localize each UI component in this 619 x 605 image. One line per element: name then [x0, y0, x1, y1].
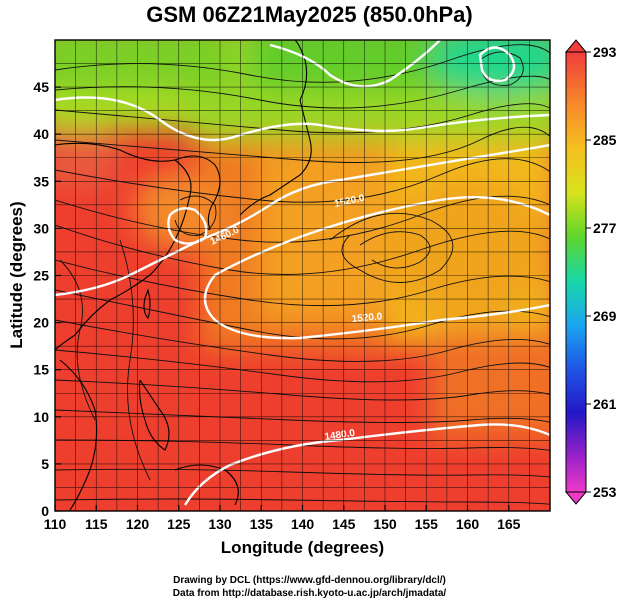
y-tick-label: 0: [41, 503, 49, 519]
y-axis: 0 5 10 15 20 25 30 35 40 45: [33, 79, 61, 519]
y-tick-label: 5: [41, 456, 49, 472]
x-axis: 110 115 120 125 130 135 140 145 150 155 160 165: [44, 505, 521, 532]
colorbar-ticks: 293 285 277 269 261 253: [586, 44, 617, 500]
colorbar-tick-label: 269: [593, 308, 617, 324]
x-tick-label: 145: [332, 516, 356, 532]
colorbar-tick-label: 261: [593, 396, 617, 412]
x-tick-label: 120: [126, 516, 150, 532]
contour-label: 1480.0: [324, 428, 356, 443]
y-tick-label: 30: [33, 220, 49, 236]
credits-line-1: Drawing by DCL (https://www.gfd-dennou.o…: [173, 575, 446, 586]
y-tick-label: 20: [33, 315, 49, 331]
colorbar-tick-label: 285: [593, 132, 617, 148]
colorbar-top-arrow: [564, 39, 588, 53]
x-tick-label: 110: [44, 516, 67, 532]
x-tick-label: 165: [497, 516, 521, 532]
y-tick-label: 10: [33, 409, 49, 425]
x-tick-label: 130: [208, 516, 232, 532]
colorbar-body: [565, 51, 587, 493]
x-tick-label: 155: [415, 516, 439, 532]
colorbar-tick-label: 253: [593, 484, 617, 500]
chart-title: GSM 06Z21May2025 (850.0hPa): [146, 2, 473, 27]
colorbar-tick-label: 277: [593, 220, 617, 236]
x-tick-label: 160: [456, 516, 480, 532]
height-contours: [55, 40, 550, 506]
colorbar-bottom-arrow: [564, 491, 588, 505]
lat-lon-grid: [55, 40, 550, 511]
x-tick-label: 140: [291, 516, 315, 532]
credits-line-2: Data from http://database.rish.kyoto-u.a…: [172, 588, 447, 599]
credits: Drawing by DCL (https://www.gfd-dennou.o…: [0, 574, 619, 600]
y-tick-label: 35: [33, 173, 49, 189]
streamlines: [55, 44, 550, 505]
temperature-field: [55, 40, 550, 511]
y-tick-label: 15: [33, 362, 49, 378]
colorbar-tick-label: 293: [593, 44, 617, 60]
x-axis-label: Longitude (degrees): [220, 538, 385, 557]
colorbar: 293 285 277 269 261 253: [564, 39, 617, 505]
y-tick-label: 25: [33, 268, 49, 284]
x-tick-label: 135: [250, 516, 274, 532]
x-tick-label: 115: [85, 516, 108, 532]
x-tick-label: 125: [167, 516, 191, 532]
y-tick-label: 45: [33, 79, 49, 95]
y-tick-label: 40: [33, 126, 49, 142]
contour-label: 1520.0: [351, 311, 383, 325]
x-tick-label: 150: [373, 516, 397, 532]
